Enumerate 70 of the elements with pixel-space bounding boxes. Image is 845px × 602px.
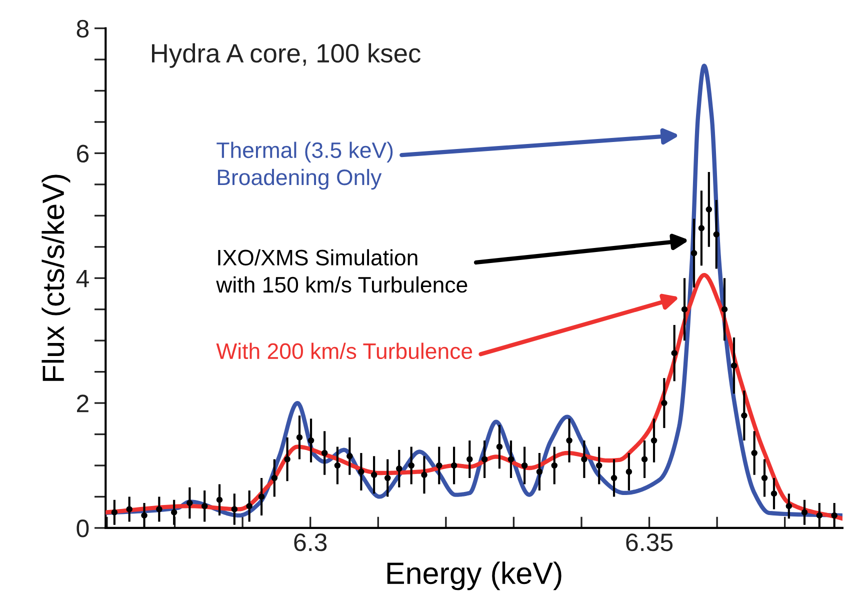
point: [816, 512, 823, 519]
point: [596, 462, 602, 469]
y-tick-label: 2: [77, 394, 88, 412]
point: [170, 509, 178, 516]
point: [370, 472, 378, 478]
y-tick-label: 8: [76, 20, 89, 38]
point: [308, 437, 314, 444]
point: [751, 450, 758, 456]
point: [334, 462, 341, 469]
y-tick-label: 6: [77, 144, 89, 163]
x-axis-title: Energy (keV): [387, 562, 562, 590]
point: [271, 474, 278, 482]
point: [551, 462, 558, 469]
annotation: Thermal (3.5 keV) Broadening Only: [216, 142, 393, 190]
point: [641, 456, 648, 462]
point: [156, 506, 162, 512]
point: [801, 509, 808, 516]
point: [384, 474, 391, 482]
point: [661, 400, 668, 406]
y-tick-label: 4: [76, 270, 89, 288]
point: [761, 474, 768, 482]
point: [126, 506, 132, 512]
point: [730, 362, 738, 369]
point: [201, 502, 208, 510]
annotation: IXO/XMS Simulation with 150 km/s Turbulence: [216, 249, 468, 293]
point: [626, 468, 632, 475]
y-tick-label: 0: [76, 520, 89, 538]
point: [581, 456, 588, 462]
point: [481, 456, 488, 462]
point: [786, 502, 792, 510]
point: [408, 462, 414, 469]
point: [650, 437, 658, 444]
point: [346, 453, 353, 460]
point: [536, 468, 543, 475]
point: [396, 465, 402, 472]
annotation: With 200 km/s Turbulence: [216, 342, 472, 360]
point: [508, 456, 514, 462]
point: [284, 456, 290, 462]
point: [521, 462, 528, 469]
point: [258, 494, 265, 500]
x-tick-label: 6.3: [294, 533, 327, 552]
point: [421, 472, 428, 478]
point: [713, 231, 720, 238]
y-axis-title: Flux (cts/s/keV): [42, 174, 70, 381]
point: [358, 468, 364, 475]
point: [141, 512, 148, 519]
point: [566, 437, 572, 444]
point: [770, 490, 778, 497]
annotation: Hydra A core, 100 ksec: [152, 43, 421, 68]
point: [610, 474, 618, 482]
point: [698, 225, 705, 232]
point: [296, 434, 303, 441]
point: [186, 500, 193, 506]
point: [706, 206, 712, 213]
point: [741, 412, 748, 419]
x-tick-label: 6.35: [626, 533, 673, 552]
point: [231, 506, 238, 512]
point: [246, 502, 252, 510]
point: [681, 306, 688, 312]
point: [831, 512, 838, 519]
point: [496, 444, 503, 450]
point: [111, 509, 118, 516]
point: [671, 350, 678, 356]
point: [436, 462, 442, 469]
point: [216, 496, 223, 503]
point: [450, 462, 458, 469]
point: [721, 306, 728, 312]
point: [321, 450, 328, 456]
point: [690, 250, 698, 256]
point: [466, 456, 473, 462]
